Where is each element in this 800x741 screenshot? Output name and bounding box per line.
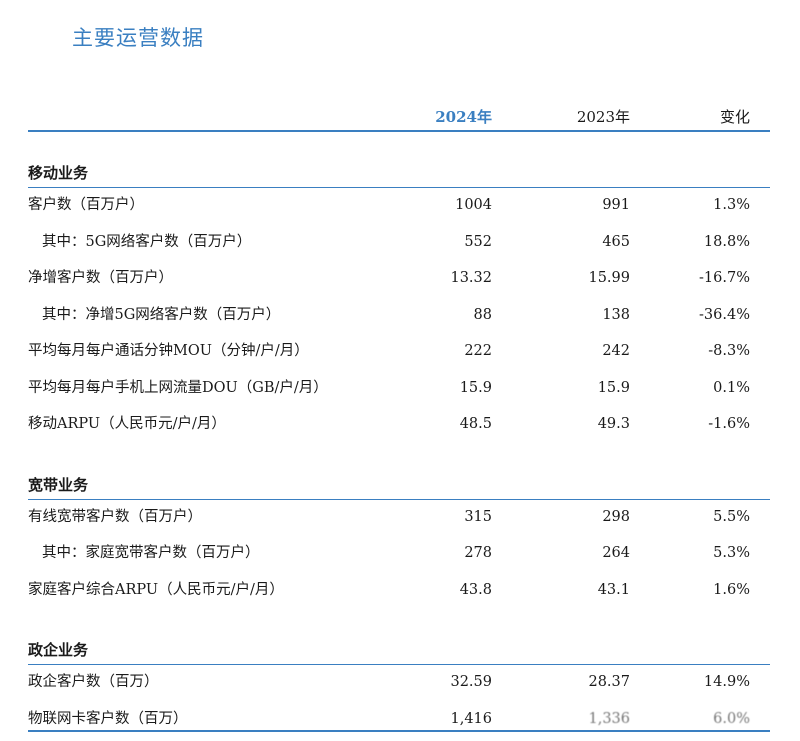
- table-row: 物联网卡客户数（百万） 1,416 1,336 6.0%: [28, 702, 770, 738]
- value-2023: 1,336: [588, 710, 630, 727]
- value-2023: 138: [602, 306, 630, 323]
- value-2023: 15.99: [588, 270, 630, 286]
- table-bottom-rule: [28, 730, 770, 732]
- value-2024: 278: [464, 545, 492, 561]
- value-2024: 48.5: [459, 416, 492, 432]
- value-change: 1.3%: [713, 197, 750, 213]
- value-2023: 242: [602, 343, 630, 359]
- table-header: 2024年 2023年 变化: [28, 100, 770, 132]
- page-title: 主要运营数据: [72, 26, 204, 50]
- header-2024: 2024年: [435, 108, 492, 126]
- value-2024: 1004: [455, 197, 492, 213]
- table-row: 家庭客户综合ARPU（人民币元/户/月） 43.8 43.1 1.6%: [28, 573, 770, 609]
- value-2023: 49.3: [597, 416, 630, 432]
- value-change: 14.9%: [703, 674, 750, 690]
- table-row: 其中：净增5G网络客户数（百万户） 88 138 -36.4%: [28, 298, 770, 334]
- value-2023: 43.1: [597, 581, 630, 598]
- table-row: 其中：家庭宽带客户数（百万户） 278 264 5.3%: [28, 536, 770, 573]
- value-change: -36.4%: [699, 306, 750, 323]
- table-row: 有线宽带客户数（百万户） 315 298 5.5%: [28, 500, 770, 536]
- section-title: 移动业务: [28, 160, 770, 188]
- row-label: 家庭客户综合ARPU（人民币元/户/月）: [28, 581, 284, 598]
- value-2024: 15.9: [459, 379, 492, 396]
- value-2023: 264: [602, 545, 630, 561]
- value-change: 1.6%: [713, 581, 750, 598]
- value-2023: 28.37: [588, 674, 630, 690]
- value-2023: 991: [602, 197, 630, 213]
- header-change: 变化: [719, 108, 750, 126]
- row-label: 有线宽带客户数（百万户）: [28, 508, 202, 525]
- table-row: 其中：5G网络客户数（百万户） 552 465 18.8%: [28, 225, 770, 261]
- section-title: 宽带业务: [28, 472, 770, 500]
- value-2023: 465: [602, 233, 630, 250]
- row-label: 其中：5G网络客户数（百万户）: [42, 233, 252, 250]
- value-change: 0.1%: [713, 379, 750, 396]
- value-change: -16.7%: [699, 270, 750, 286]
- value-2024: 32.59: [450, 674, 492, 690]
- value-2024: 1,416: [450, 710, 492, 727]
- table-section: 政企业务政企客户数（百万） 32.59 28.37 14.9% 物联网卡客户数（百万） 1…: [28, 637, 770, 738]
- row-label: 其中：净增5G网络客户数（百万户）: [42, 306, 281, 323]
- table-row: 平均每月每户通话分钟MOU（分钟/户/月） 222 242 -8.3%: [28, 334, 770, 371]
- value-2024: 43.8: [459, 581, 492, 598]
- table-row: 政企客户数（百万） 32.59 28.37 14.9%: [28, 665, 770, 702]
- row-label: 政企客户数（百万）: [28, 674, 159, 690]
- table-row: 平均每月每户手机上网流量DOU（GB/户/月） 15.9 15.9 0.1%: [28, 371, 770, 407]
- value-change: -8.3%: [708, 343, 750, 359]
- value-2024: 552: [464, 233, 492, 250]
- value-2024: 88: [473, 306, 492, 323]
- value-2024: 315: [464, 508, 492, 525]
- value-change: 18.8%: [703, 233, 750, 250]
- row-label: 其中：家庭宽带客户数（百万户）: [42, 545, 260, 561]
- table-body: 移动业务客户数（百万户） 1004 991 1.3% 其中：5G网络客户数（百万户） 55…: [28, 132, 770, 738]
- value-2024: 13.32: [450, 270, 492, 286]
- section-spacer: [28, 132, 770, 160]
- table-section: 宽带业务有线宽带客户数（百万户） 315 298 5.5% 其中：家庭宽带客户数（百万户…: [28, 472, 770, 609]
- section-spacer: [28, 609, 770, 637]
- section-title: 政企业务: [28, 637, 770, 665]
- row-label: 净增客户数（百万户）: [28, 270, 173, 286]
- table-row: 客户数（百万户） 1004 991 1.3%: [28, 188, 770, 225]
- value-change: 5.3%: [713, 545, 750, 561]
- value-2024: 222: [464, 343, 492, 359]
- value-2023: 15.9: [597, 379, 630, 396]
- row-label: 客户数（百万户）: [28, 197, 144, 213]
- row-label: 平均每月每户通话分钟MOU（分钟/户/月）: [28, 343, 309, 359]
- value-change: 6.0%: [713, 710, 750, 727]
- value-change: -1.6%: [708, 416, 750, 432]
- value-change: 5.5%: [713, 508, 750, 525]
- row-label: 物联网卡客户数（百万）: [28, 710, 188, 727]
- table-row: 净增客户数（百万户） 13.32 15.99 -16.7%: [28, 261, 770, 298]
- row-label: 平均每月每户手机上网流量DOU（GB/户/月）: [28, 379, 328, 396]
- section-spacer: [28, 444, 770, 472]
- table-section: 移动业务客户数（百万户） 1004 991 1.3% 其中：5G网络客户数（百万户） 55…: [28, 160, 770, 444]
- table-row: 移动ARPU（人民币元/户/月） 48.5 49.3 -1.6%: [28, 407, 770, 444]
- row-label: 移动ARPU（人民币元/户/月）: [28, 416, 226, 432]
- value-2023: 298: [602, 508, 630, 525]
- header-2023: 2023年: [576, 108, 630, 126]
- operating-data-table: 2024年 2023年 变化 移动业务客户数（百万户） 1004 991 1.3% 其中…: [28, 100, 770, 738]
